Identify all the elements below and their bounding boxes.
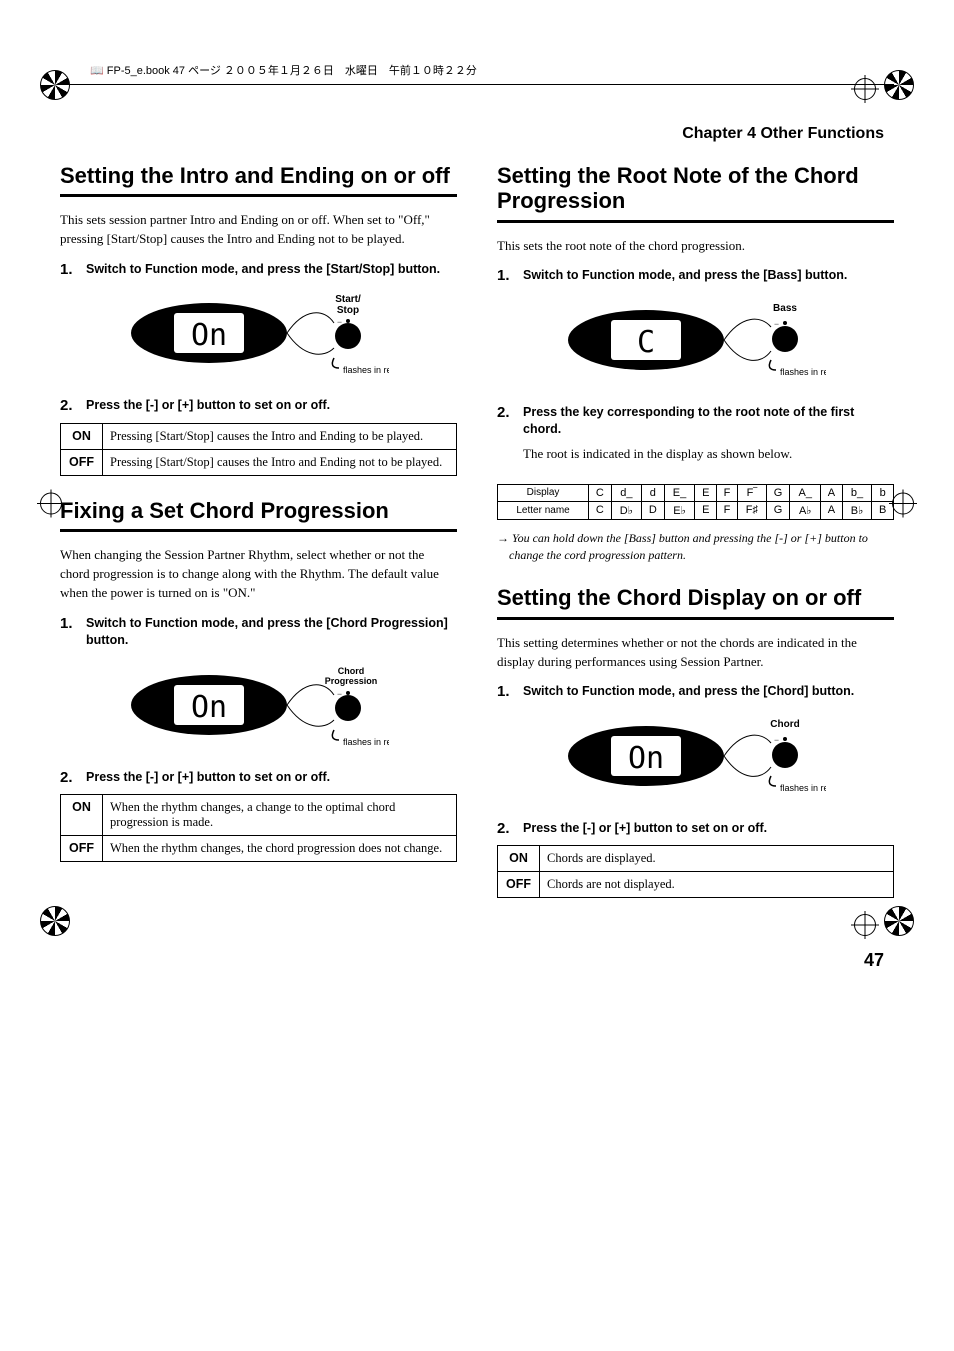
step-number: 2. bbox=[60, 397, 78, 415]
svg-text:flashes in red: flashes in red bbox=[780, 783, 826, 793]
step-1: 1. Switch to Function mode, and press th… bbox=[497, 683, 894, 701]
figure-display-startstop: On Start/ Stop − flashes in red bbox=[60, 288, 457, 383]
step-1: 1. Switch to Function mode, and press th… bbox=[60, 261, 457, 279]
step-text: Press the [-] or [+] button to set on or… bbox=[86, 769, 330, 787]
figure-display-bass: C Bass − flashes in red bbox=[497, 295, 894, 390]
table-val: Pressing [Start/Stop] causes the Intro a… bbox=[103, 449, 457, 475]
step-2: 2. Press the [-] or [+] button to set on… bbox=[60, 397, 457, 415]
svg-text:−: − bbox=[774, 735, 779, 745]
table-val: When the rhythm changes, a change to the… bbox=[103, 795, 457, 836]
svg-text:Chord: Chord bbox=[337, 666, 364, 676]
table-val: Chords are not displayed. bbox=[540, 872, 894, 898]
intro-ending-desc: This sets session partner Intro and Endi… bbox=[60, 211, 457, 249]
header-meta: 📖 FP-5_e.book 47 ページ ２００５年１月２６日 水曜日 午前１０… bbox=[60, 60, 894, 85]
svg-text:−: − bbox=[337, 317, 342, 327]
header-meta-text: FP-5_e.book 47 ページ ２００５年１月２６日 水曜日 午前１０時２… bbox=[107, 65, 477, 77]
root-note-desc: This sets the root note of the chord pro… bbox=[497, 237, 894, 256]
svg-text:flashes in red: flashes in red bbox=[780, 367, 826, 377]
svg-text:On: On bbox=[190, 690, 226, 725]
svg-text:−: − bbox=[774, 319, 779, 329]
step-text: Switch to Function mode, and press the [… bbox=[523, 683, 854, 701]
table-key: ON bbox=[498, 846, 540, 872]
svg-text:Start/: Start/ bbox=[335, 294, 361, 305]
display-text: On bbox=[190, 318, 226, 353]
figure-display-chordprog: On Chord Progression − flashes in red bbox=[60, 660, 457, 755]
svg-text:flashes in red: flashes in red bbox=[343, 365, 389, 375]
chord-display-table: ON Chords are displayed. OFF Chords are … bbox=[497, 845, 894, 898]
step-number: 2. bbox=[497, 820, 515, 838]
svg-text:Progression: Progression bbox=[324, 676, 377, 686]
right-column: Setting the Root Note of the Chord Progr… bbox=[497, 163, 894, 920]
section-heading-root-note: Setting the Root Note of the Chord Progr… bbox=[497, 163, 894, 223]
svg-text:Chord: Chord bbox=[770, 719, 799, 730]
step-text: Switch to Function mode, and press the [… bbox=[523, 267, 847, 285]
step-number: 1. bbox=[497, 267, 515, 285]
step-text: Press the key corresponding to the root … bbox=[523, 404, 894, 439]
table-key: OFF bbox=[61, 449, 103, 475]
step-after: The root is indicated in the display as … bbox=[523, 445, 894, 464]
bass-hold-note: → You can hold down the [Bass] button an… bbox=[497, 530, 894, 564]
step-2: 2. Press the [-] or [+] button to set on… bbox=[497, 820, 894, 838]
step-number: 2. bbox=[497, 404, 515, 476]
left-column: Setting the Intro and Ending on or off T… bbox=[60, 163, 457, 920]
root-note-table: Display C d_ d E_ E F F‾ G A_ A b_ b Let… bbox=[497, 484, 894, 520]
svg-text:−: − bbox=[337, 689, 342, 699]
table-key: ON bbox=[61, 423, 103, 449]
section-heading-fixing-chord: Fixing a Set Chord Progression bbox=[60, 498, 457, 532]
table-key: OFF bbox=[498, 872, 540, 898]
page-number: 47 bbox=[60, 950, 894, 971]
table-val: Chords are displayed. bbox=[540, 846, 894, 872]
svg-text:Bass: Bass bbox=[773, 303, 797, 314]
section-heading-chord-display: Setting the Chord Display on or off bbox=[497, 585, 894, 619]
intro-ending-table: ON Pressing [Start/Stop] causes the Intr… bbox=[60, 423, 457, 476]
step-text: Press the [-] or [+] button to set on or… bbox=[86, 397, 330, 415]
step-2: 2. Press the key corresponding to the ro… bbox=[497, 404, 894, 476]
table-key: OFF bbox=[61, 836, 103, 862]
step-number: 1. bbox=[60, 615, 78, 650]
svg-text:On: On bbox=[627, 741, 663, 776]
svg-text:C: C bbox=[636, 325, 654, 360]
notes-row-label: Display bbox=[498, 484, 589, 501]
step-text: Switch to Function mode, and press the [… bbox=[86, 261, 440, 279]
step-1: 1. Switch to Function mode, and press th… bbox=[60, 615, 457, 650]
step-text: Switch to Function mode, and press the [… bbox=[86, 615, 457, 650]
svg-text:Stop: Stop bbox=[336, 305, 358, 316]
table-val: Pressing [Start/Stop] causes the Intro a… bbox=[103, 423, 457, 449]
fixing-chord-table: ON When the rhythm changes, a change to … bbox=[60, 794, 457, 862]
section-heading-intro-ending: Setting the Intro and Ending on or off bbox=[60, 163, 457, 197]
chapter-title: Chapter 4 Other Functions bbox=[60, 125, 894, 143]
step-number: 1. bbox=[60, 261, 78, 279]
step-number: 1. bbox=[497, 683, 515, 701]
chord-display-desc: This setting determines whether or not t… bbox=[497, 634, 894, 672]
step-2: 2. Press the [-] or [+] button to set on… bbox=[60, 769, 457, 787]
table-val: When the rhythm changes, the chord progr… bbox=[103, 836, 457, 862]
step-text: Press the [-] or [+] button to set on or… bbox=[523, 820, 767, 838]
table-key: ON bbox=[61, 795, 103, 836]
figure-display-chord: On Chord − flashes in red bbox=[497, 711, 894, 806]
step-1: 1. Switch to Function mode, and press th… bbox=[497, 267, 894, 285]
book-icon: 📖 bbox=[90, 65, 104, 77]
step-number: 2. bbox=[60, 769, 78, 787]
notes-row-label: Letter name bbox=[498, 501, 589, 519]
svg-text:flashes in red: flashes in red bbox=[343, 737, 389, 747]
fixing-chord-desc: When changing the Session Partner Rhythm… bbox=[60, 546, 457, 603]
